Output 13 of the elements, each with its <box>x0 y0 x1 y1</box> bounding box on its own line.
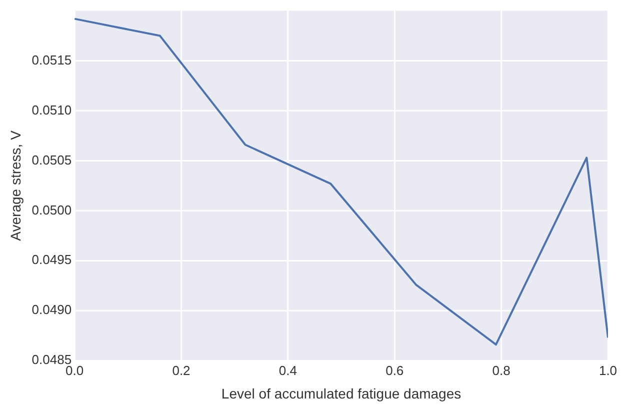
x-tick-label: 0.2 <box>172 362 190 378</box>
y-tick-label: 0.0500 <box>32 202 72 218</box>
y-tick-label: 0.0510 <box>32 102 72 118</box>
x-tick-label: 1.0 <box>598 362 618 378</box>
y-tick-label: 0.0505 <box>32 152 72 168</box>
x-tick-label: 0.8 <box>492 362 510 378</box>
x-axis-title: Level of accumulated fatigue damages <box>221 385 462 402</box>
x-tick-label: 0.6 <box>386 362 404 378</box>
y-tick-label: 0.0495 <box>32 252 72 268</box>
y-tick-label: 0.0490 <box>32 302 72 318</box>
x-tick-label: 0.4 <box>278 362 297 378</box>
y-tick-label: 0.0515 <box>32 52 72 68</box>
y-axis-title: Average stress, V <box>7 130 24 241</box>
